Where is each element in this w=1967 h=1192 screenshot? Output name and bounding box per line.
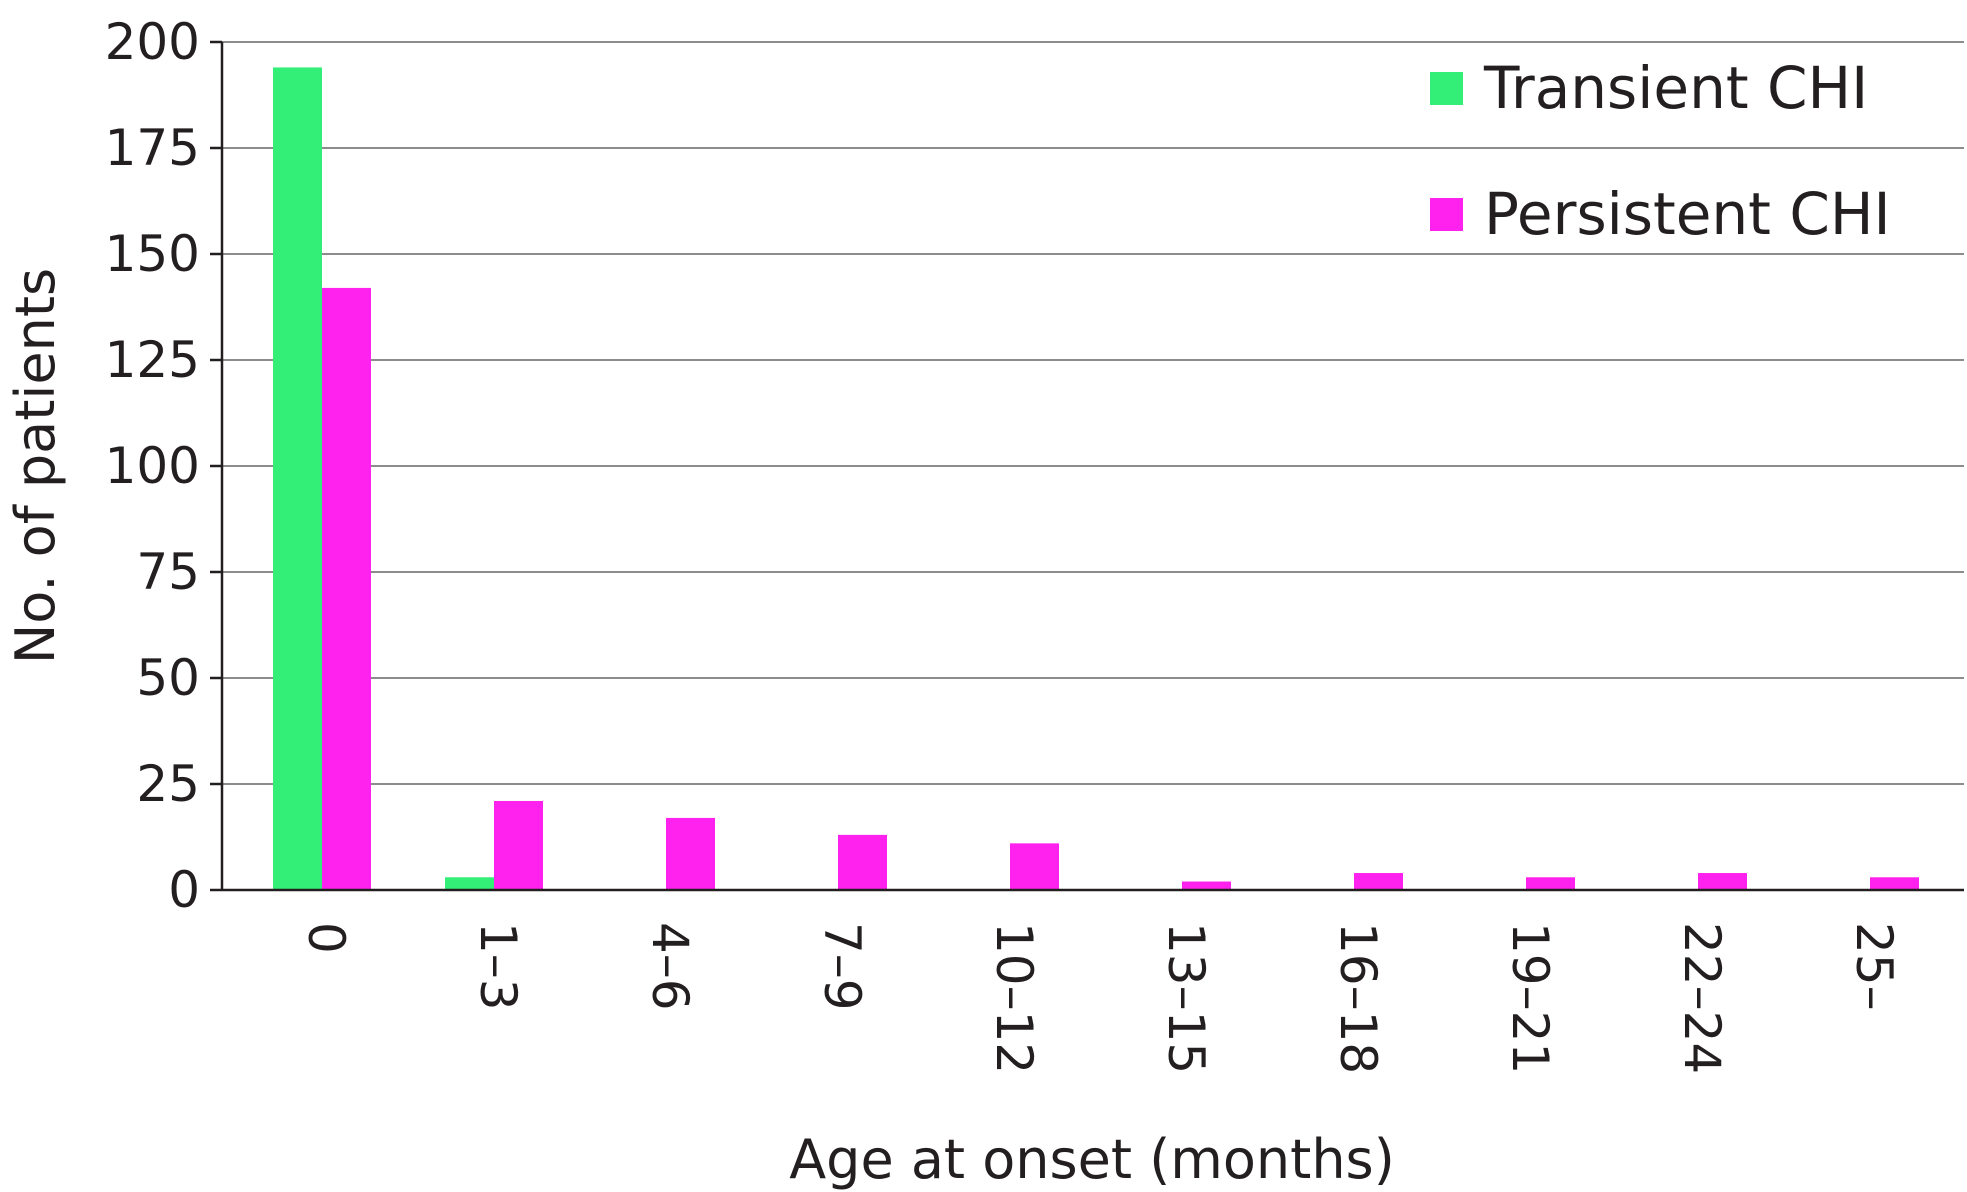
y-tick-label: 75 [136, 543, 200, 601]
bar-persistent-2 [666, 817, 715, 890]
bar-persistent-1 [494, 800, 543, 890]
bar-persistent-5 [1182, 881, 1231, 890]
bar-persistent-3 [838, 834, 887, 890]
y-axis-title: No. of patients [4, 268, 67, 664]
bar-persistent-4 [1010, 843, 1059, 890]
legend-label: Persistent CHI [1484, 180, 1891, 248]
bar-persistent-7 [1526, 877, 1575, 890]
bars [273, 67, 1919, 890]
y-tick-label: 200 [105, 13, 200, 71]
legend-label: Transient CHI [1483, 54, 1868, 122]
y-tick-label: 50 [136, 649, 200, 707]
y-tick-label: 0 [168, 861, 200, 919]
bar-persistent-8 [1698, 873, 1747, 890]
x-tick-labels: 0 1–3 4–6 7–9 10–12 13–15 16–18 19–21 22–24 25– [297, 922, 1903, 1074]
x-tick-label: 25– [1845, 922, 1903, 1011]
y-tick-label: 25 [136, 755, 200, 813]
bar-persistent-9 [1870, 877, 1919, 890]
gridlines [222, 41, 1964, 785]
legend-swatch [1430, 198, 1463, 231]
x-tick-label: 0 [297, 922, 355, 954]
bar-persistent-6 [1354, 873, 1403, 890]
bar-transient-1 [445, 877, 494, 890]
x-tick-label: 10–12 [985, 922, 1043, 1074]
x-tick-label: 22–24 [1673, 922, 1731, 1074]
x-tick-label: 13–15 [1157, 922, 1215, 1074]
x-tick-label: 16–18 [1329, 922, 1387, 1074]
bar-persistent-0 [322, 287, 371, 890]
y-tick-labels: 0 25 50 75 100 125 150 175 200 [105, 13, 222, 919]
bar-transient-0 [273, 67, 322, 890]
y-tick-label: 125 [105, 331, 200, 389]
x-tick-label: 4–6 [641, 922, 699, 1011]
legend: Transient CHI Persistent CHI [1430, 54, 1891, 248]
x-tick-label: 19–21 [1501, 922, 1559, 1074]
y-tick-label: 175 [105, 119, 200, 177]
y-tick-label: 150 [105, 225, 200, 283]
y-tick-label: 100 [105, 437, 200, 495]
x-axis-title: Age at onset (months) [789, 1128, 1395, 1191]
legend-swatch [1430, 72, 1463, 105]
x-tick-label: 7–9 [813, 922, 871, 1011]
x-tick-label: 1–3 [469, 922, 527, 1011]
